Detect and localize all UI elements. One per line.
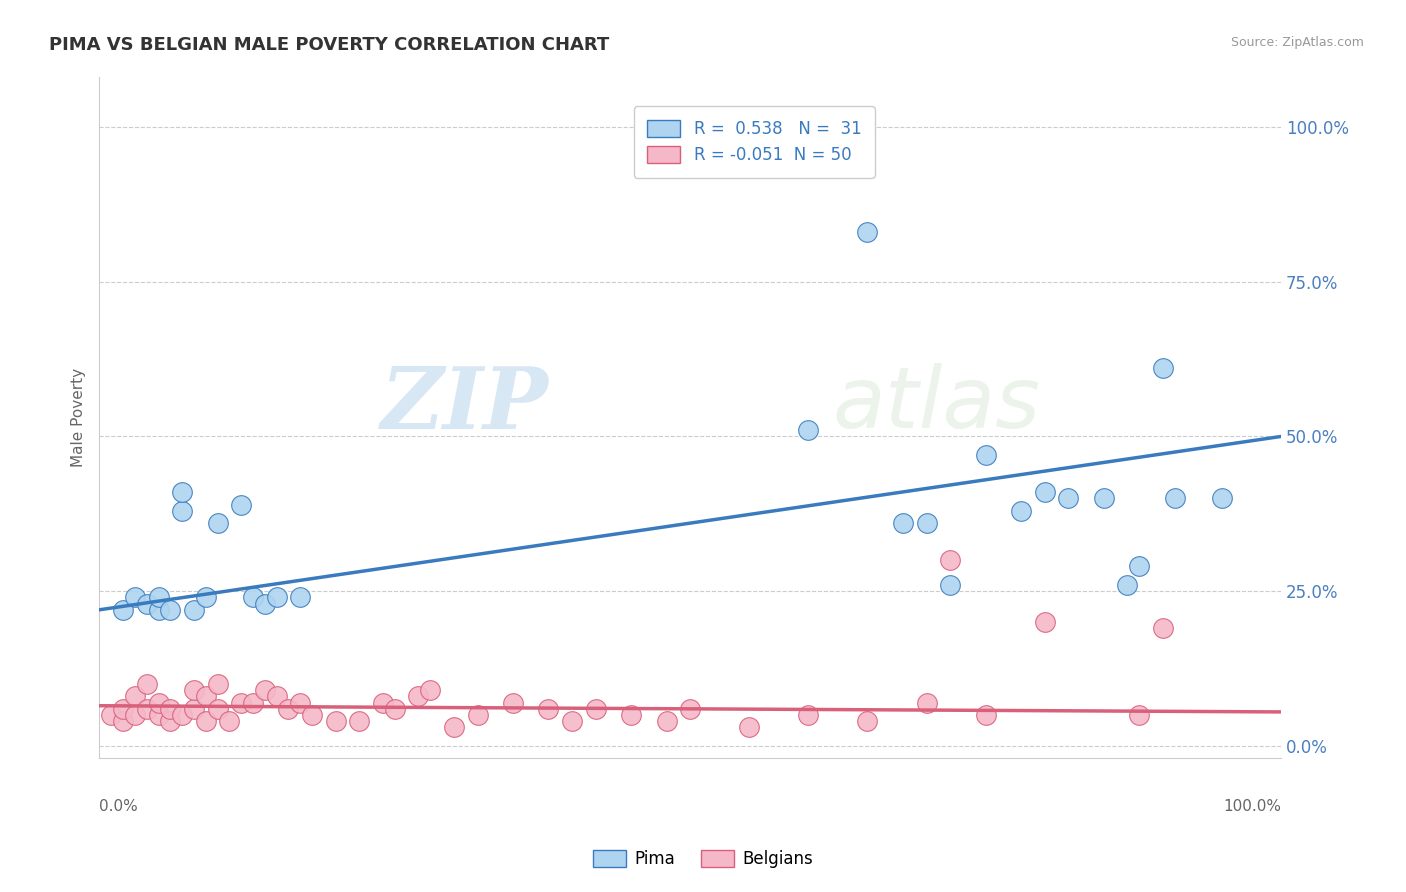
Point: [1116, 578, 1139, 592]
Point: [443, 720, 465, 734]
Point: [561, 714, 583, 729]
Point: [502, 696, 524, 710]
Point: [266, 690, 288, 704]
Point: [159, 714, 181, 729]
Point: [655, 714, 678, 729]
Point: [467, 708, 489, 723]
Point: [1033, 615, 1056, 629]
Text: 100.0%: 100.0%: [1223, 799, 1281, 814]
Point: [242, 591, 264, 605]
Point: [1128, 559, 1150, 574]
Point: [207, 516, 229, 530]
Point: [124, 708, 146, 723]
Point: [325, 714, 347, 729]
Point: [194, 714, 217, 729]
Point: [148, 591, 170, 605]
Point: [172, 708, 194, 723]
Point: [290, 696, 312, 710]
Point: [679, 702, 702, 716]
Point: [738, 720, 761, 734]
Point: [218, 714, 240, 729]
Point: [112, 714, 135, 729]
Point: [159, 603, 181, 617]
Point: [1152, 621, 1174, 635]
Point: [100, 708, 122, 723]
Point: [974, 448, 997, 462]
Point: [856, 225, 879, 239]
Point: [1163, 491, 1185, 506]
Point: [194, 591, 217, 605]
Point: [183, 603, 205, 617]
Point: [207, 702, 229, 716]
Point: [231, 498, 253, 512]
Point: [253, 597, 276, 611]
Point: [371, 696, 394, 710]
Point: [148, 708, 170, 723]
Point: [915, 696, 938, 710]
Text: Source: ZipAtlas.com: Source: ZipAtlas.com: [1230, 36, 1364, 49]
Point: [1057, 491, 1080, 506]
Point: [135, 677, 157, 691]
Point: [1033, 485, 1056, 500]
Point: [207, 677, 229, 691]
Point: [242, 696, 264, 710]
Point: [290, 591, 312, 605]
Point: [112, 702, 135, 716]
Legend: Pima, Belgians: Pima, Belgians: [586, 843, 820, 875]
Legend: R =  0.538   N =  31, R = -0.051  N = 50: R = 0.538 N = 31, R = -0.051 N = 50: [634, 106, 875, 178]
Point: [1211, 491, 1233, 506]
Point: [797, 423, 820, 437]
Point: [253, 683, 276, 698]
Point: [939, 578, 962, 592]
Point: [797, 708, 820, 723]
Point: [183, 683, 205, 698]
Y-axis label: Male Poverty: Male Poverty: [72, 368, 86, 467]
Point: [384, 702, 406, 716]
Text: PIMA VS BELGIAN MALE POVERTY CORRELATION CHART: PIMA VS BELGIAN MALE POVERTY CORRELATION…: [49, 36, 609, 54]
Point: [194, 690, 217, 704]
Point: [1092, 491, 1115, 506]
Point: [183, 702, 205, 716]
Text: atlas: atlas: [832, 363, 1040, 446]
Point: [266, 591, 288, 605]
Point: [408, 690, 430, 704]
Point: [1128, 708, 1150, 723]
Point: [1152, 361, 1174, 376]
Point: [135, 702, 157, 716]
Point: [124, 591, 146, 605]
Point: [277, 702, 299, 716]
Point: [135, 597, 157, 611]
Point: [915, 516, 938, 530]
Point: [856, 714, 879, 729]
Point: [159, 702, 181, 716]
Point: [1010, 504, 1032, 518]
Point: [585, 702, 607, 716]
Point: [172, 504, 194, 518]
Point: [419, 683, 441, 698]
Point: [620, 708, 643, 723]
Point: [172, 485, 194, 500]
Point: [974, 708, 997, 723]
Point: [148, 696, 170, 710]
Point: [939, 553, 962, 567]
Text: ZIP: ZIP: [381, 362, 548, 446]
Point: [112, 603, 135, 617]
Point: [148, 603, 170, 617]
Point: [891, 516, 914, 530]
Point: [349, 714, 371, 729]
Text: 0.0%: 0.0%: [100, 799, 138, 814]
Point: [301, 708, 323, 723]
Point: [231, 696, 253, 710]
Point: [124, 690, 146, 704]
Point: [537, 702, 560, 716]
